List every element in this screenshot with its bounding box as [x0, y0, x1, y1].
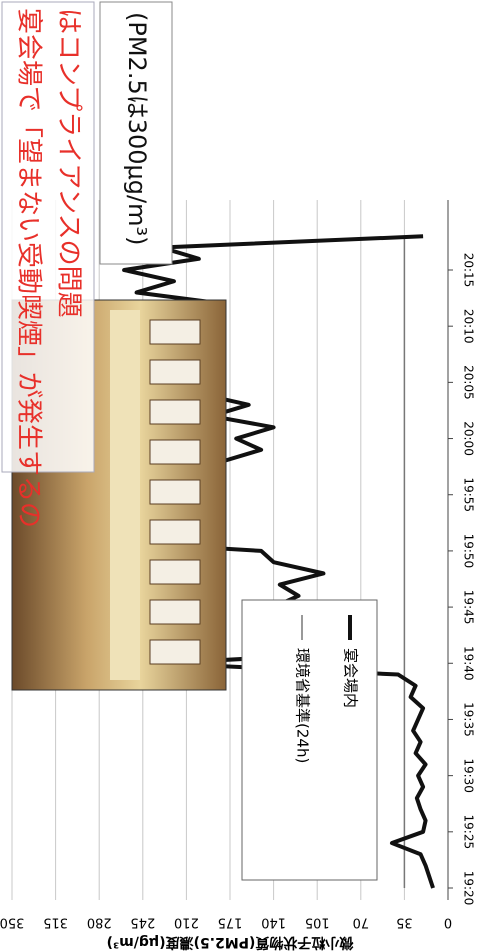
photo-detail	[149, 439, 201, 465]
headline: はコンプライアンスの問題	[54, 8, 84, 318]
x-tick-label: 19:20	[462, 871, 476, 906]
headline: 宴会場で「望まない受動喫煙」が発生するの	[14, 8, 44, 528]
x-tick-label: 19:25	[462, 815, 476, 850]
x-tick-label: 19:35	[462, 702, 476, 737]
x-tick-label: 19:30	[462, 758, 476, 793]
y-tick-label: 35	[396, 915, 413, 930]
photo-detail	[149, 479, 201, 505]
photo-detail	[149, 559, 201, 585]
y-tick-label: 350	[0, 915, 24, 930]
photo-detail	[149, 599, 201, 625]
legend-label: 宴会場内	[342, 648, 360, 708]
y-tick-label: 105	[305, 915, 330, 930]
headline-box	[1, 1, 95, 473]
photo-detail	[149, 359, 201, 385]
photo-detail	[149, 319, 201, 345]
photo-table	[110, 310, 140, 680]
y-tick-label: 245	[130, 915, 155, 930]
photo-detail	[149, 519, 201, 545]
y-tick-label: 280	[87, 915, 112, 930]
x-tick-label: 20:15	[462, 253, 476, 288]
photo-detail	[149, 399, 201, 425]
y-axis-title: 微小粒子状物質(PM2.5)濃度(μg/m³)	[107, 934, 355, 951]
y-tick-label: 210	[174, 915, 199, 930]
x-tick-label: 20:00	[462, 421, 476, 456]
y-tick-label: 315	[43, 915, 68, 930]
x-tick-label: 19:55	[462, 477, 476, 512]
callout-box	[99, 1, 173, 265]
x-tick-label: 20:05	[462, 365, 476, 400]
x-tick-label: 19:45	[462, 590, 476, 625]
callout: (PM2.5は300μg/m³)	[123, 12, 151, 245]
y-tick-label: 175	[218, 915, 243, 930]
legend-label: 環境省基準(24h)	[294, 648, 312, 763]
x-tick-label: 20:10	[462, 309, 476, 344]
y-tick-label: 0	[444, 915, 452, 930]
x-tick-label: 19:50	[462, 534, 476, 569]
photo-detail	[149, 639, 201, 665]
legend-box	[241, 599, 378, 881]
y-tick-label: 140	[261, 915, 286, 930]
x-tick-label: 19:40	[462, 646, 476, 681]
y-tick-label: 70	[353, 915, 370, 930]
